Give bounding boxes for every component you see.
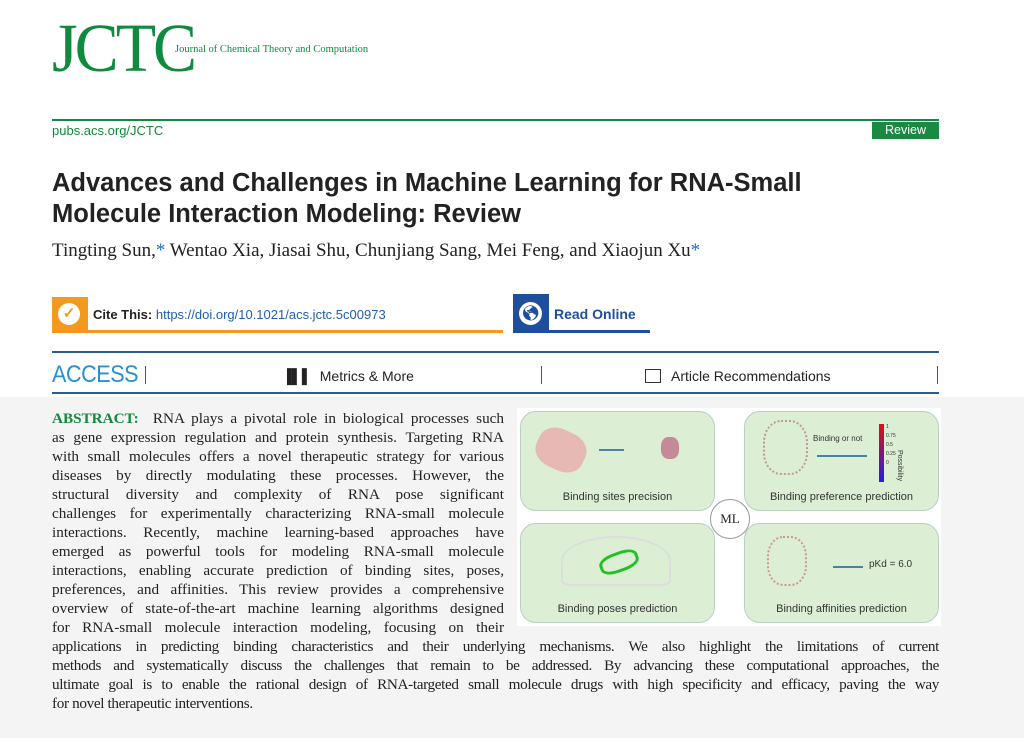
metrics-label: Metrics & More: [319, 368, 414, 384]
separator: [937, 366, 938, 384]
author[interactable]: Tingting Sun,: [52, 240, 156, 261]
checkmark-icon: ✓: [52, 297, 88, 333]
rna-backbone-image: [561, 536, 671, 586]
header-divider: [52, 119, 939, 121]
abstract-line: interactions. Recently, machine learning…: [52, 524, 504, 541]
article-type-badge: Review: [872, 122, 939, 139]
globe-icon: 🌎︎: [513, 294, 549, 333]
cite-this-box: ✓ Cite This: https://doi.org/10.1021/acs…: [52, 297, 503, 333]
panel-binding-poses: Binding poses prediction: [520, 523, 715, 623]
title-line: Molecule Interaction Modeling: Review: [52, 200, 521, 228]
panel-label: Binding preference prediction: [769, 491, 914, 503]
separator: [145, 366, 146, 384]
journal-url[interactable]: pubs.acs.org/JCTC: [52, 123, 164, 138]
abstract-line: with small molecules offers a novel ther…: [52, 448, 504, 465]
binding-or-not-label: Binding or not: [813, 434, 863, 443]
pkd-value: pKd = 6.0: [869, 559, 913, 570]
author-list: Tingting Sun,* Wentao Xia, Jiasai Shu, C…: [52, 240, 700, 262]
panel-label: Binding affinities prediction: [776, 603, 907, 615]
colorbar-tick: 0: [886, 460, 889, 466]
colorbar: [879, 424, 884, 482]
colorbar-label: Possibility: [896, 450, 903, 482]
abstract-line: interactions, enabling accurate predicti…: [52, 562, 504, 579]
title-line: Advances and Challenges in Machine Learn…: [52, 169, 802, 197]
bar-chart-icon: ▐▌▌: [282, 368, 312, 384]
rna-structure-image: [767, 536, 807, 586]
read-online-label: Read Online: [554, 306, 636, 322]
article-title: Advances and Challenges in Machine Learn…: [52, 168, 932, 230]
panel-binding-affinities: pKd = 6.0 Binding affinities prediction: [744, 523, 939, 623]
rna-structure-image: [763, 420, 808, 475]
recommendations-label: Article Recommendations: [671, 368, 831, 384]
abstract-line: ultimate goal is to enable the rational …: [52, 676, 939, 693]
doi-link[interactable]: https://doi.org/10.1021/acs.jctc.5c00973: [155, 307, 386, 322]
panel-binding-sites: Binding sites precision: [520, 411, 715, 511]
abstract-text-continued: applications in predicting binding chara…: [52, 637, 939, 713]
journal-logo: JCTC: [52, 10, 197, 87]
abstract-line: preferences, and affinities. This review…: [52, 581, 504, 598]
arrow: [833, 566, 863, 568]
article-list-icon: [645, 369, 661, 383]
abstract-line: challenges for experimentally characteri…: [52, 505, 504, 522]
access-top-divider: [52, 351, 939, 353]
ml-center-node: ML: [710, 499, 750, 539]
cite-label: Cite This:: [93, 307, 153, 322]
colorbar-tick: 1: [886, 424, 889, 430]
colorbar-tick: 0.25: [886, 451, 896, 457]
abstract-line: applications in predicting binding chara…: [52, 638, 939, 655]
corresponding-mark: *: [155, 240, 166, 261]
panel-label: Binding sites precision: [562, 491, 673, 503]
arrow: [599, 449, 624, 451]
access-bottom-divider: [52, 392, 939, 394]
abstract-line: emerged as powerful tools for modeling R…: [52, 543, 504, 560]
arrow: [817, 455, 867, 457]
author[interactable]: Wentao Xia, Jiasai Shu, Chunjiang Sang, …: [169, 240, 691, 261]
abstract-line: structural diversity and complexity of R…: [52, 486, 504, 503]
abstract-line: RNA plays a pivotal role in biological p…: [152, 410, 504, 427]
access-label: ACCESS: [52, 361, 139, 388]
rna-surface-image: [529, 421, 593, 479]
read-online-button[interactable]: 🌎︎ Read Online: [513, 294, 650, 333]
abstract-line: as gene expression regulation and protei…: [52, 429, 504, 446]
colorbar-tick: 0.75: [886, 433, 896, 439]
colorbar-tick: 0.5: [886, 442, 893, 448]
panel-binding-preference: Binding or not 1 0.75 0.5 0.25 0 Possibi…: [744, 411, 939, 511]
abstract-label: ABSTRACT:: [52, 410, 139, 427]
abstract-line: for RNA-small molecule interaction model…: [52, 619, 504, 636]
panel-label: Binding poses prediction: [557, 603, 678, 615]
recommendations-link[interactable]: Article Recommendations: [645, 368, 831, 384]
abstract-line: for novel therapeutic interventions.: [52, 695, 253, 712]
toc-graphic: Binding sites precision Binding or not 1…: [517, 408, 941, 626]
metrics-link[interactable]: ▐▌▌ Metrics & More: [282, 368, 414, 384]
abstract-line: overview of state-of-the-art machine lea…: [52, 600, 504, 617]
binding-site-image: [661, 437, 679, 459]
journal-name: Journal of Chemical Theory and Computati…: [175, 44, 369, 55]
abstract-text: ABSTRACT: RNA plays a pivotal role in bi…: [52, 409, 504, 637]
separator: [541, 366, 542, 384]
corresponding-mark: *: [690, 240, 701, 261]
abstract-line: methods and systematically discuss the c…: [52, 657, 939, 674]
abstract-line: diseases by directly modulating these pr…: [52, 467, 504, 484]
